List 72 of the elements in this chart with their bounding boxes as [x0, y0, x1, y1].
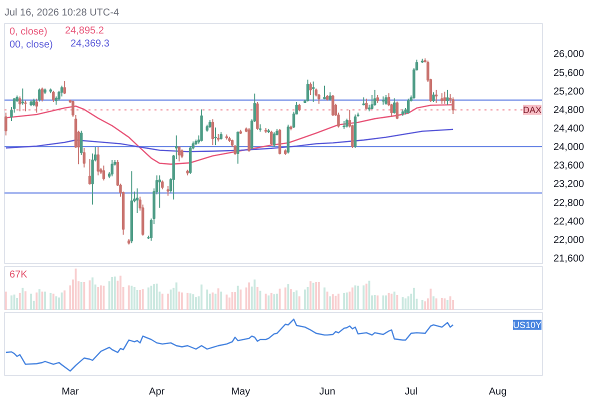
candlestick	[236, 131, 240, 164]
candlestick	[434, 89, 438, 104]
y-tick-label: 24,000	[554, 142, 585, 154]
y-tick-label: 23,200	[554, 179, 585, 190]
candlestick	[214, 127, 217, 146]
candlestick	[370, 94, 374, 110]
candlestick	[88, 158, 92, 186]
candlestick	[136, 188, 139, 214]
ref-line-label: DAX	[522, 104, 542, 115]
y-tick-label: 24,800	[554, 104, 585, 116]
candlestick	[309, 82, 312, 96]
candlestick	[24, 100, 27, 112]
candlestick	[166, 186, 170, 196]
text: 00, close)	[10, 40, 53, 50]
y-tick-label: 22,000	[554, 234, 585, 246]
candlestick	[211, 118, 214, 146]
y-tick-label: 24,400	[554, 123, 585, 134]
candlestick	[312, 81, 315, 102]
candlestick	[278, 128, 282, 155]
y-tick-label: 25,600	[554, 68, 585, 79]
x-tick-label: Jul	[404, 386, 418, 398]
candlestick	[158, 174, 161, 208]
text: US10Y	[512, 320, 542, 330]
candlestick	[63, 80, 66, 95]
candlestick	[40, 87, 44, 102]
y-tick-label: 22,800	[554, 198, 585, 209]
candlestick	[306, 79, 310, 102]
candlestick	[446, 89, 449, 106]
x-tick-label: Apr	[149, 386, 166, 398]
y-tick-label: 25,200	[554, 86, 585, 98]
y-tick-label: 22,400	[554, 216, 585, 228]
candlestick	[178, 146, 181, 162]
annotation: 24,895.2	[65, 26, 104, 36]
candlestick	[82, 147, 86, 168]
candlestick	[406, 98, 410, 114]
candlestick	[443, 91, 446, 104]
candlestick	[272, 132, 276, 148]
candlestick	[38, 88, 41, 102]
candlestick	[248, 127, 250, 152]
candlestick	[52, 90, 55, 102]
candlestick	[4, 112, 8, 136]
chart-title: Jul 16, 2026 10:28 UTC-4	[4, 8, 120, 18]
candlestick	[393, 98, 396, 114]
annotation: 24,369.3	[70, 38, 110, 50]
annotation: 67K	[10, 270, 28, 280]
x-tick-label: Jun	[319, 386, 336, 398]
candlestick	[270, 130, 273, 146]
candlestick	[432, 92, 435, 102]
candlestick	[80, 130, 83, 156]
candlestick	[332, 94, 334, 116]
y-tick-label: 26,000	[554, 49, 585, 60]
candlestick	[365, 98, 368, 110]
text: 0, close)	[10, 26, 48, 38]
x-tick-label: Mar	[62, 386, 80, 398]
x-tick-label: May	[231, 386, 250, 398]
candlestick	[60, 85, 64, 97]
y-tick-label: 23,600	[554, 160, 585, 172]
y-tick-label: 21,600	[554, 254, 585, 264]
candlestick	[21, 88, 24, 106]
candlestick	[35, 98, 38, 114]
candlestick	[452, 96, 454, 115]
x-tick-label: Aug	[488, 386, 507, 398]
candlestick	[110, 160, 114, 177]
candlestick	[384, 94, 388, 106]
candlestick	[18, 96, 22, 112]
candlestick	[440, 92, 444, 104]
candlestick	[323, 85, 326, 100]
line-series	[5, 128, 454, 152]
candlestick	[102, 165, 106, 181]
candlestick	[96, 146, 100, 176]
candlestick	[373, 89, 376, 106]
candlestick	[396, 101, 399, 120]
